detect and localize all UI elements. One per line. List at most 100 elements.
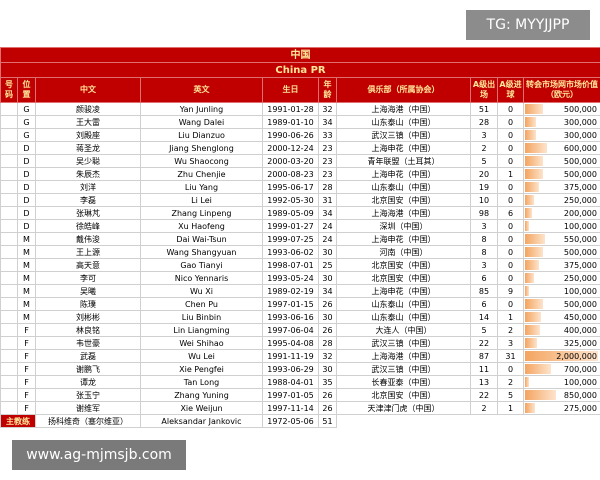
birth-cell: 1989-01-10 bbox=[262, 115, 319, 129]
caps-cell: 2 bbox=[470, 141, 498, 155]
value-label: 600,000 bbox=[563, 143, 597, 153]
goals-cell: 0 bbox=[497, 232, 524, 246]
birth-cell: 1995-04-08 bbox=[262, 336, 319, 350]
age-cell: 26 bbox=[318, 297, 337, 311]
en-cell: Zhu Chenjie bbox=[140, 167, 263, 181]
club-cell: 青年联盟（土耳其） bbox=[336, 154, 471, 168]
player-row: M 戴伟浚 Dai Wai-Tsun 1999-07-25 24 上海申花（中国） 8 0 55… bbox=[0, 232, 600, 246]
goals-cell: 6 bbox=[497, 206, 524, 220]
en-cell: Zhang Yuning bbox=[140, 388, 263, 402]
goals-cell: 5 bbox=[497, 388, 524, 402]
value-label: 100,000 bbox=[563, 377, 597, 387]
market-value-cell: 500,000 bbox=[523, 297, 600, 311]
age-cell: 28 bbox=[318, 336, 337, 350]
value-label: 500,000 bbox=[563, 104, 597, 114]
player-row: D 刘洋 Liu Yang 1995-06-17 28 山东泰山（中国） 19 0 375,00… bbox=[0, 180, 600, 194]
coach-row: 主教练 扬科维奇（塞尔维亚） Aleksandar Jankovic 1972-05-… bbox=[0, 414, 600, 428]
column-header: A级出场 bbox=[470, 77, 498, 103]
goals-cell: 0 bbox=[497, 115, 524, 129]
market-value-cell: 300,000 bbox=[523, 115, 600, 129]
caps-cell: 3 bbox=[470, 128, 498, 142]
pos-cell: D bbox=[17, 154, 36, 168]
club-cell: 上海申花（中国） bbox=[336, 232, 471, 246]
en-cell: Tan Long bbox=[140, 375, 263, 389]
market-value-cell: 2,000,000 bbox=[523, 349, 600, 363]
birth-cell: 1995-06-17 bbox=[262, 180, 319, 194]
caps-cell: 14 bbox=[470, 310, 498, 324]
birth-cell: 1989-05-09 bbox=[262, 206, 319, 220]
birth-cell: 1997-01-15 bbox=[262, 297, 319, 311]
goals-cell: 9 bbox=[497, 284, 524, 298]
birth-cell: 1993-06-16 bbox=[262, 310, 319, 324]
pos-cell: M bbox=[17, 310, 36, 324]
goals-cell: 1 bbox=[497, 401, 524, 415]
cn-cell: 张玉宁 bbox=[35, 388, 141, 402]
value-bar bbox=[525, 273, 535, 283]
value-label: 300,000 bbox=[563, 117, 597, 127]
goals-cell: 2 bbox=[497, 375, 524, 389]
caps-cell: 28 bbox=[470, 115, 498, 129]
number-cell bbox=[0, 401, 18, 415]
market-value-cell: 400,000 bbox=[523, 323, 600, 337]
caps-cell: 10 bbox=[470, 193, 498, 207]
column-header: 中文 bbox=[35, 77, 141, 103]
birth-cell: 1998-07-01 bbox=[262, 258, 319, 272]
goals-cell: 0 bbox=[497, 193, 524, 207]
club-cell: 山东泰山（中国） bbox=[336, 115, 471, 129]
number-cell bbox=[0, 271, 18, 285]
birth-cell: 1991-11-19 bbox=[262, 349, 319, 363]
birth-cell: 2000-08-23 bbox=[262, 167, 319, 181]
cn-cell: 韦世豪 bbox=[35, 336, 141, 350]
birth-cell: 1992-05-30 bbox=[262, 193, 319, 207]
value-bar bbox=[525, 221, 529, 231]
age-cell: 31 bbox=[318, 193, 337, 207]
player-row: D 吴少聪 Wu Shaocong 2000-03-20 23 青年联盟（土耳其） 5 0 50… bbox=[0, 154, 600, 168]
club-cell: 上海申花（中国） bbox=[336, 141, 471, 155]
age-cell: 24 bbox=[318, 219, 337, 233]
goals-cell: 1 bbox=[497, 310, 524, 324]
number-cell bbox=[0, 375, 18, 389]
player-row: F 林良铭 Lin Liangming 1997-06-04 26 大连人（中国） 5 2 40… bbox=[0, 323, 600, 337]
header-row: 号码 位置 中文 英文 生日 年龄 俱乐部（所属协会） A级出场 A级进球 转会市场网市场价值（欧… bbox=[0, 77, 600, 103]
age-cell: 30 bbox=[318, 362, 337, 376]
value-bar bbox=[525, 312, 542, 322]
cn-cell: 谢维军 bbox=[35, 401, 141, 415]
club-cell: 上海海港（中国） bbox=[336, 349, 471, 363]
goals-cell: 0 bbox=[497, 154, 524, 168]
value-label: 2,000,000 bbox=[556, 351, 597, 361]
en-cell: Wang Dalei bbox=[140, 115, 263, 129]
number-cell bbox=[0, 206, 18, 220]
goals-cell: 31 bbox=[497, 349, 524, 363]
birth-cell: 1990-06-26 bbox=[262, 128, 319, 142]
title-en: China PR bbox=[0, 62, 600, 78]
club-cell: 武汉三镇（中国） bbox=[336, 362, 471, 376]
en-cell: Xie Weijun bbox=[140, 401, 263, 415]
player-row: M 王上源 Wang Shangyuan 1993-06-02 30 河南（中国） 8 0 50… bbox=[0, 245, 600, 259]
club-cell: 山东泰山（中国） bbox=[336, 310, 471, 324]
caps-cell: 85 bbox=[470, 284, 498, 298]
cn-cell: 谢鹏飞 bbox=[35, 362, 141, 376]
value-label: 500,000 bbox=[563, 156, 597, 166]
club-cell: 长春亚泰（中国） bbox=[336, 375, 471, 389]
player-row: D 徐皓峰 Xu Haofeng 1999-01-27 24 深圳（中国） 3 0 100,00… bbox=[0, 219, 600, 233]
number-cell bbox=[0, 310, 18, 324]
en-cell: Gao Tianyi bbox=[140, 258, 263, 272]
column-header: 号码 bbox=[0, 77, 18, 103]
player-row: F 谢维军 Xie Weijun 1997-11-14 26 天津津门虎（中国） 2 1 275… bbox=[0, 401, 600, 415]
number-cell bbox=[0, 232, 18, 246]
pos-cell: M bbox=[17, 284, 36, 298]
value-bar bbox=[525, 234, 546, 244]
number-cell bbox=[0, 102, 18, 116]
cn-cell: 李磊 bbox=[35, 193, 141, 207]
cn-cell: 刘彬彬 bbox=[35, 310, 141, 324]
value-bar bbox=[525, 247, 544, 257]
value-label: 400,000 bbox=[563, 325, 597, 335]
birth-cell: 1997-06-04 bbox=[262, 323, 319, 337]
en-cell: Wu Shaocong bbox=[140, 154, 263, 168]
pos-cell: F bbox=[17, 388, 36, 402]
club-cell: 上海申花（中国） bbox=[336, 167, 471, 181]
pos-cell: M bbox=[17, 245, 36, 259]
en-cell: Dai Wai-Tsun bbox=[140, 232, 263, 246]
market-value-cell: 850,000 bbox=[523, 388, 600, 402]
watermark: TG: MYYJJPP bbox=[466, 10, 590, 40]
